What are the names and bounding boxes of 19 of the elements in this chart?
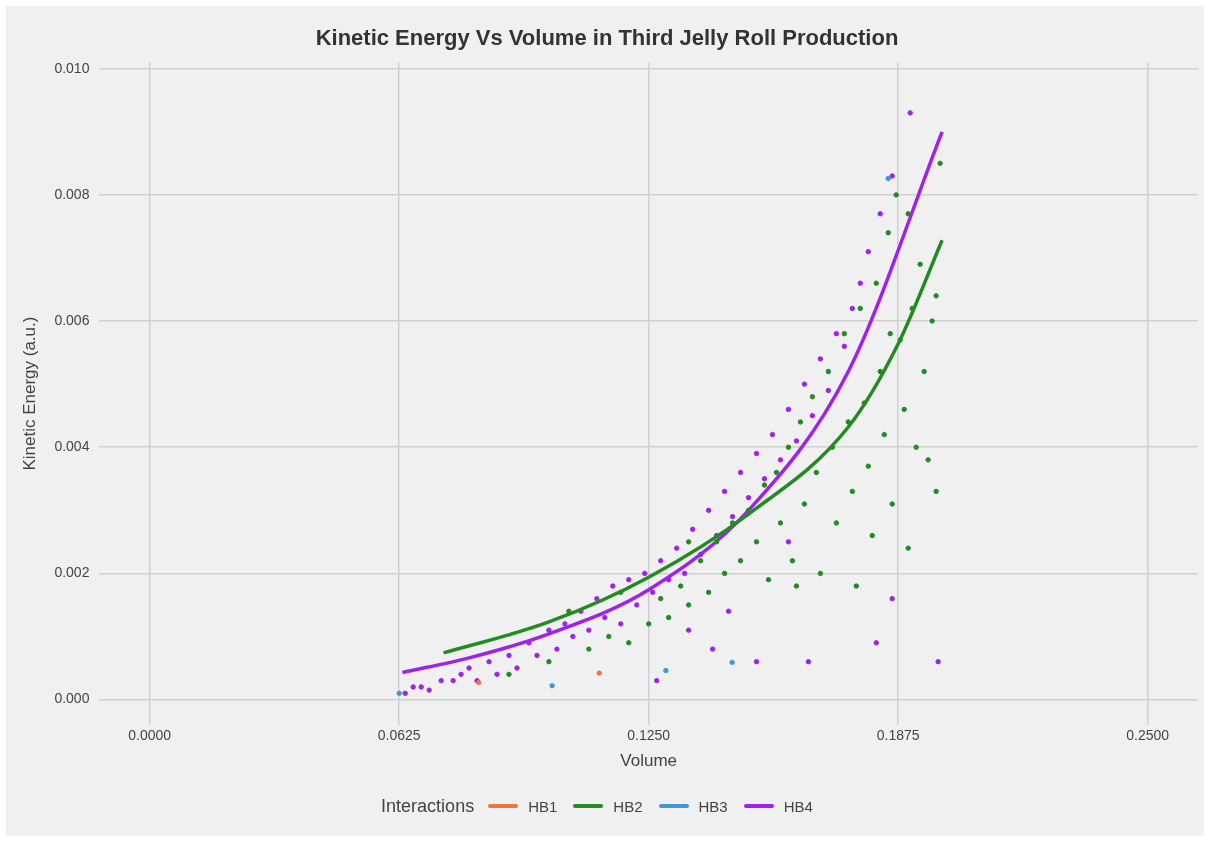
x-tick-label: 0.2500 bbox=[1126, 727, 1170, 744]
x-tick-label: 0.1250 bbox=[627, 727, 671, 744]
y-tick-label: 0.002 bbox=[54, 564, 90, 581]
x-axis-title: Volume bbox=[620, 751, 678, 771]
x-tick-label: 0.1875 bbox=[876, 727, 920, 744]
legend-label: HB1 bbox=[528, 797, 558, 815]
legend-label: HB2 bbox=[613, 797, 643, 815]
chart-title: Kinetic Energy Vs Volume in Third Jelly Roll Production bbox=[315, 25, 899, 51]
y-axis-title: Kinetic Energy (a.u.) bbox=[19, 316, 39, 471]
y-tick-label: 0.010 bbox=[54, 59, 90, 76]
y-tick-label: 0.000 bbox=[54, 690, 90, 707]
y-tick-label: 0.004 bbox=[54, 438, 90, 455]
y-tick-label: 0.008 bbox=[54, 185, 90, 202]
x-tick-label: 0.0000 bbox=[128, 727, 172, 744]
legend-label: HB4 bbox=[783, 797, 813, 815]
x-tick-label: 0.0625 bbox=[377, 727, 421, 744]
legend-label: HB3 bbox=[698, 797, 728, 815]
y-tick-label: 0.006 bbox=[54, 311, 90, 328]
legend-title: Interactions bbox=[381, 795, 475, 817]
